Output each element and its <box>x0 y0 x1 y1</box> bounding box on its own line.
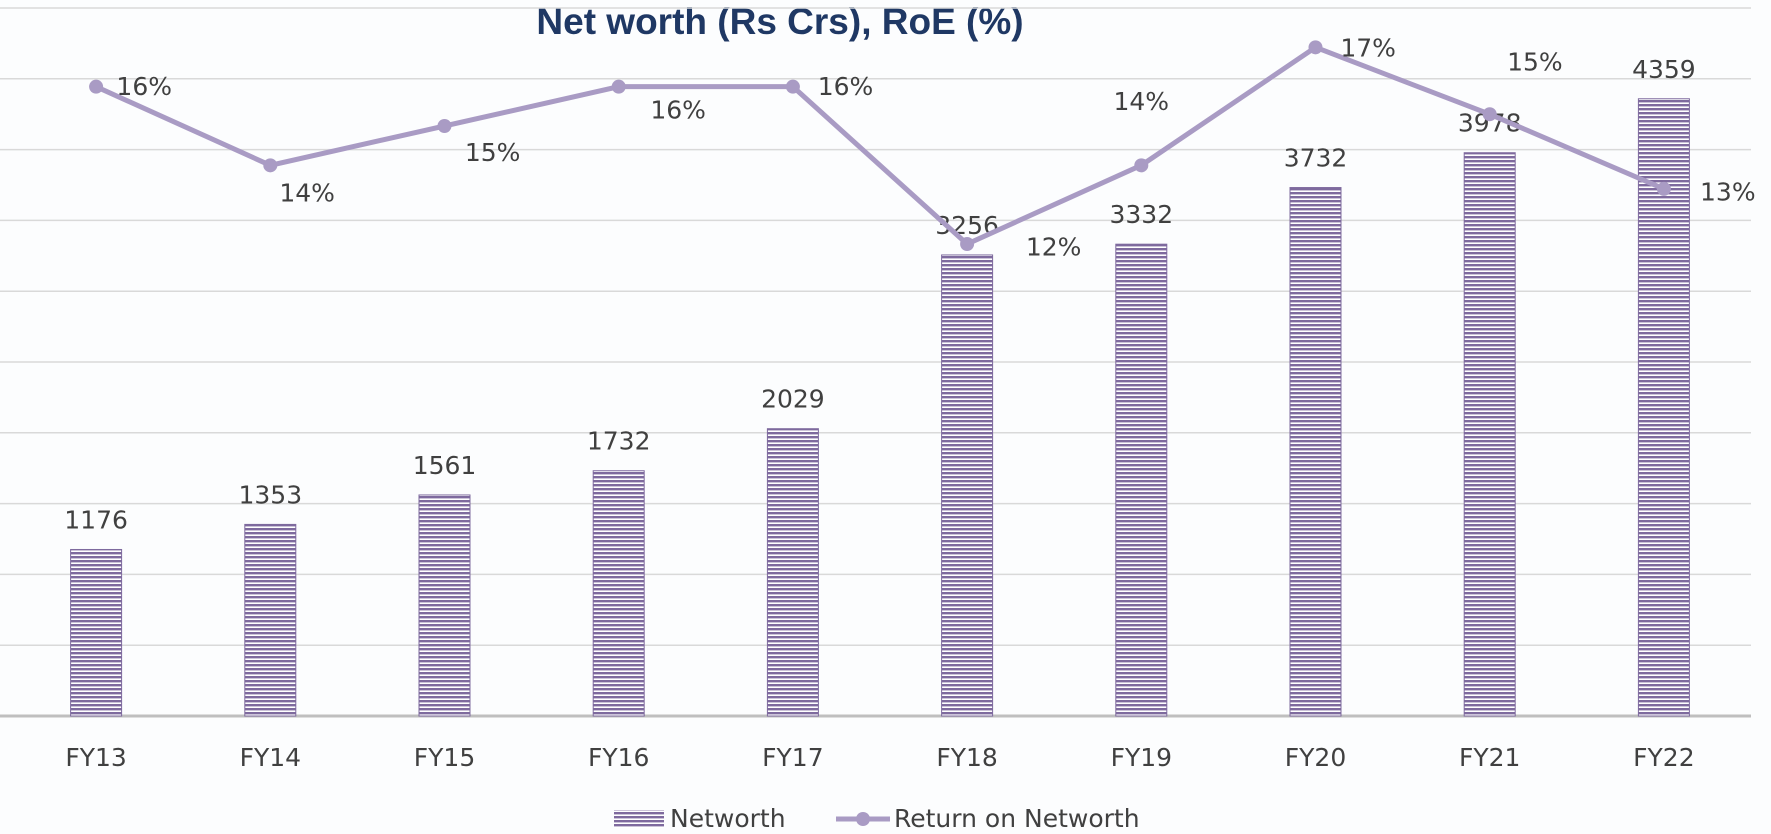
legend-label: Return on Networth <box>894 804 1140 833</box>
data-label: 17% <box>1340 34 1396 63</box>
line-point <box>612 80 626 94</box>
line-point <box>89 80 103 94</box>
x-tick-label: FY21 <box>1459 743 1520 772</box>
bar <box>767 429 818 716</box>
x-tick-label: FY20 <box>1285 743 1346 772</box>
data-label: 1732 <box>587 427 651 456</box>
x-tick-label: FY22 <box>1633 743 1694 772</box>
data-label: 14% <box>1114 87 1170 116</box>
x-tick-label: FY17 <box>762 743 823 772</box>
bar <box>245 524 296 716</box>
data-label: 15% <box>1507 47 1563 76</box>
x-tick-label: FY18 <box>936 743 997 772</box>
data-label: 3732 <box>1284 144 1348 173</box>
x-tick-label: FY16 <box>588 743 649 772</box>
line-point <box>1657 182 1671 196</box>
data-label: 13% <box>1700 177 1756 206</box>
x-tick-label: FY13 <box>65 743 126 772</box>
chart: Net worth (Rs Crs), RoE (%) FY13 FY14 FY15… <box>0 0 1771 834</box>
data-label: 15% <box>465 138 521 167</box>
bar <box>593 471 644 716</box>
legend-label: Networth <box>670 804 786 833</box>
line-point <box>1309 40 1323 54</box>
line-point <box>960 237 974 251</box>
x-tick-label: FY19 <box>1111 743 1172 772</box>
bar <box>1116 244 1167 716</box>
line-point <box>438 119 452 133</box>
bar <box>419 495 470 716</box>
bar <box>942 255 993 716</box>
data-label: 14% <box>279 179 335 208</box>
line-point <box>1483 107 1497 121</box>
x-tick-label: FY15 <box>414 743 475 772</box>
data-label: 12% <box>1026 233 1082 262</box>
data-label: 16% <box>650 96 706 125</box>
data-label: 3332 <box>1109 200 1173 229</box>
data-label: 2029 <box>761 385 825 414</box>
chart-title: Net worth (Rs Crs), RoE (%) <box>536 1 1023 42</box>
data-label: 16% <box>818 72 874 101</box>
bar <box>1464 153 1515 716</box>
x-tick-label: FY14 <box>240 743 301 772</box>
line-point <box>1134 158 1148 172</box>
data-label: 1176 <box>64 505 128 534</box>
bar <box>71 549 122 716</box>
line-point <box>263 158 277 172</box>
data-label: 1561 <box>413 451 477 480</box>
legend-swatch <box>614 810 664 828</box>
data-label: 4359 <box>1632 55 1696 84</box>
data-label: 1353 <box>238 480 302 509</box>
bar <box>1290 188 1341 716</box>
legend-swatch <box>856 812 870 826</box>
line-point <box>786 80 800 94</box>
data-label: 16% <box>116 72 172 101</box>
